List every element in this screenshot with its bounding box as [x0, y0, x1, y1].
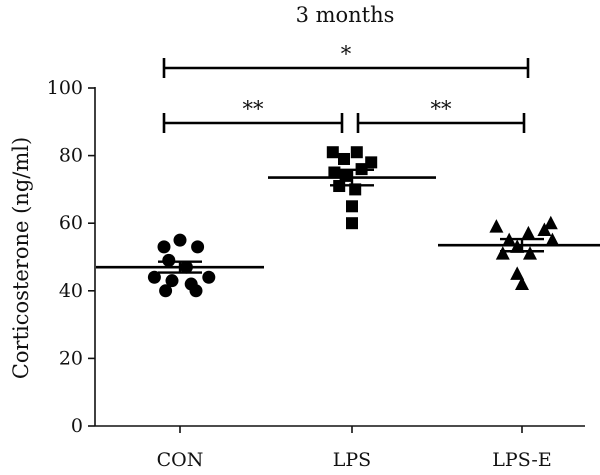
data-point-lps-e — [543, 215, 558, 230]
data-point-lps — [326, 146, 339, 159]
data-point-con — [147, 270, 161, 284]
y-tick-label: 60 — [59, 212, 83, 234]
data-point-con — [162, 253, 176, 267]
significance-brackets: *** ** — [162, 42, 530, 133]
data-point-lps — [346, 217, 358, 230]
data-point-con — [191, 240, 205, 254]
data-point-con — [173, 233, 187, 247]
data-point-lps-e — [489, 219, 504, 233]
data-point-lps — [350, 146, 363, 159]
y-tick-label: 40 — [59, 280, 83, 302]
data-point-con — [165, 274, 179, 288]
sig-bracket-con-lps-e-label: * — [341, 42, 352, 66]
y-axis-label: Corticosterone (ng/ml) — [9, 137, 33, 379]
data-point-lps — [365, 156, 378, 169]
y-axis-ticks: 0 20 40 60 80 100 — [47, 77, 95, 437]
data-point-lps — [338, 152, 350, 165]
y-tick-label: 0 — [71, 415, 83, 437]
data-point-con — [157, 240, 171, 254]
data-point-lps-e — [521, 225, 536, 240]
y-tick-label: 100 — [47, 77, 83, 99]
mean-sem-bars — [96, 168, 600, 274]
data-point-lps-e — [515, 276, 529, 291]
data-point-lps-e — [523, 246, 537, 260]
axes — [94, 87, 585, 427]
data-point-lps-e — [545, 232, 560, 247]
x-tick-label: CON — [157, 449, 204, 471]
data-point-con — [189, 284, 203, 298]
y-tick-label: 20 — [59, 347, 83, 369]
sig-bracket-con-lps-label: ** — [243, 97, 265, 121]
data-point-lps-e — [495, 246, 510, 260]
data-point-lps — [346, 200, 358, 213]
data-point-lps — [339, 169, 352, 182]
chart-title: 3 months — [296, 3, 395, 27]
data-point-con — [202, 270, 216, 284]
data-points — [147, 146, 560, 298]
x-axis-ticks: CON LPS LPS-E — [157, 426, 552, 471]
data-point-lps-e — [510, 266, 525, 280]
sig-bracket-lps-lps-e-label: ** — [431, 97, 453, 121]
data-point-lps-e — [537, 222, 552, 236]
x-tick-label: LPS — [333, 449, 371, 471]
y-tick-label: 80 — [59, 145, 83, 167]
x-tick-label: LPS-E — [492, 449, 551, 471]
data-point-con — [159, 284, 173, 298]
